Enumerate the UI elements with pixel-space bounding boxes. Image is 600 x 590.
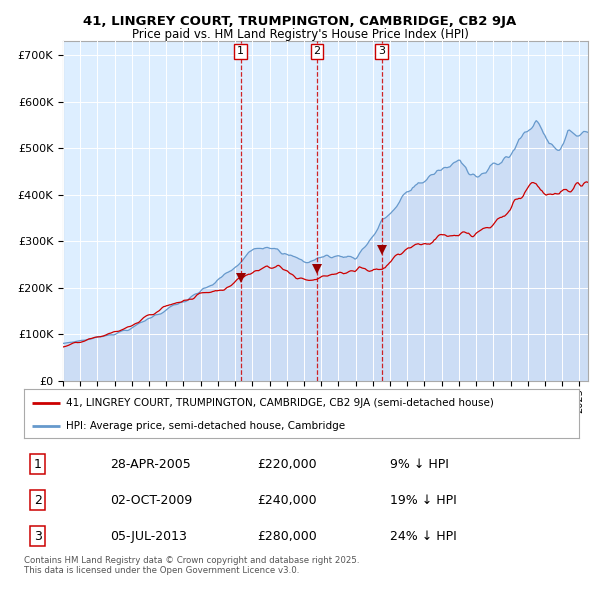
Text: Contains HM Land Registry data © Crown copyright and database right 2025.
This d: Contains HM Land Registry data © Crown c… xyxy=(24,556,359,575)
Text: 3: 3 xyxy=(34,530,42,543)
Text: 3: 3 xyxy=(378,47,385,57)
Text: 1: 1 xyxy=(237,47,244,57)
Text: 19% ↓ HPI: 19% ↓ HPI xyxy=(391,494,457,507)
Text: 1: 1 xyxy=(34,458,42,471)
Text: 2: 2 xyxy=(34,494,42,507)
Text: 02-OCT-2009: 02-OCT-2009 xyxy=(110,494,192,507)
Text: £220,000: £220,000 xyxy=(257,458,317,471)
Text: HPI: Average price, semi-detached house, Cambridge: HPI: Average price, semi-detached house,… xyxy=(65,421,345,431)
Text: 24% ↓ HPI: 24% ↓ HPI xyxy=(391,530,457,543)
Text: 28-APR-2005: 28-APR-2005 xyxy=(110,458,191,471)
Text: 05-JUL-2013: 05-JUL-2013 xyxy=(110,530,187,543)
Text: 9% ↓ HPI: 9% ↓ HPI xyxy=(391,458,449,471)
Text: 2: 2 xyxy=(313,47,320,57)
Text: £280,000: £280,000 xyxy=(257,530,317,543)
Text: £240,000: £240,000 xyxy=(257,494,317,507)
Text: 41, LINGREY COURT, TRUMPINGTON, CAMBRIDGE, CB2 9JA (semi-detached house): 41, LINGREY COURT, TRUMPINGTON, CAMBRIDG… xyxy=(65,398,493,408)
Text: 41, LINGREY COURT, TRUMPINGTON, CAMBRIDGE, CB2 9JA: 41, LINGREY COURT, TRUMPINGTON, CAMBRIDG… xyxy=(83,15,517,28)
Text: Price paid vs. HM Land Registry's House Price Index (HPI): Price paid vs. HM Land Registry's House … xyxy=(131,28,469,41)
